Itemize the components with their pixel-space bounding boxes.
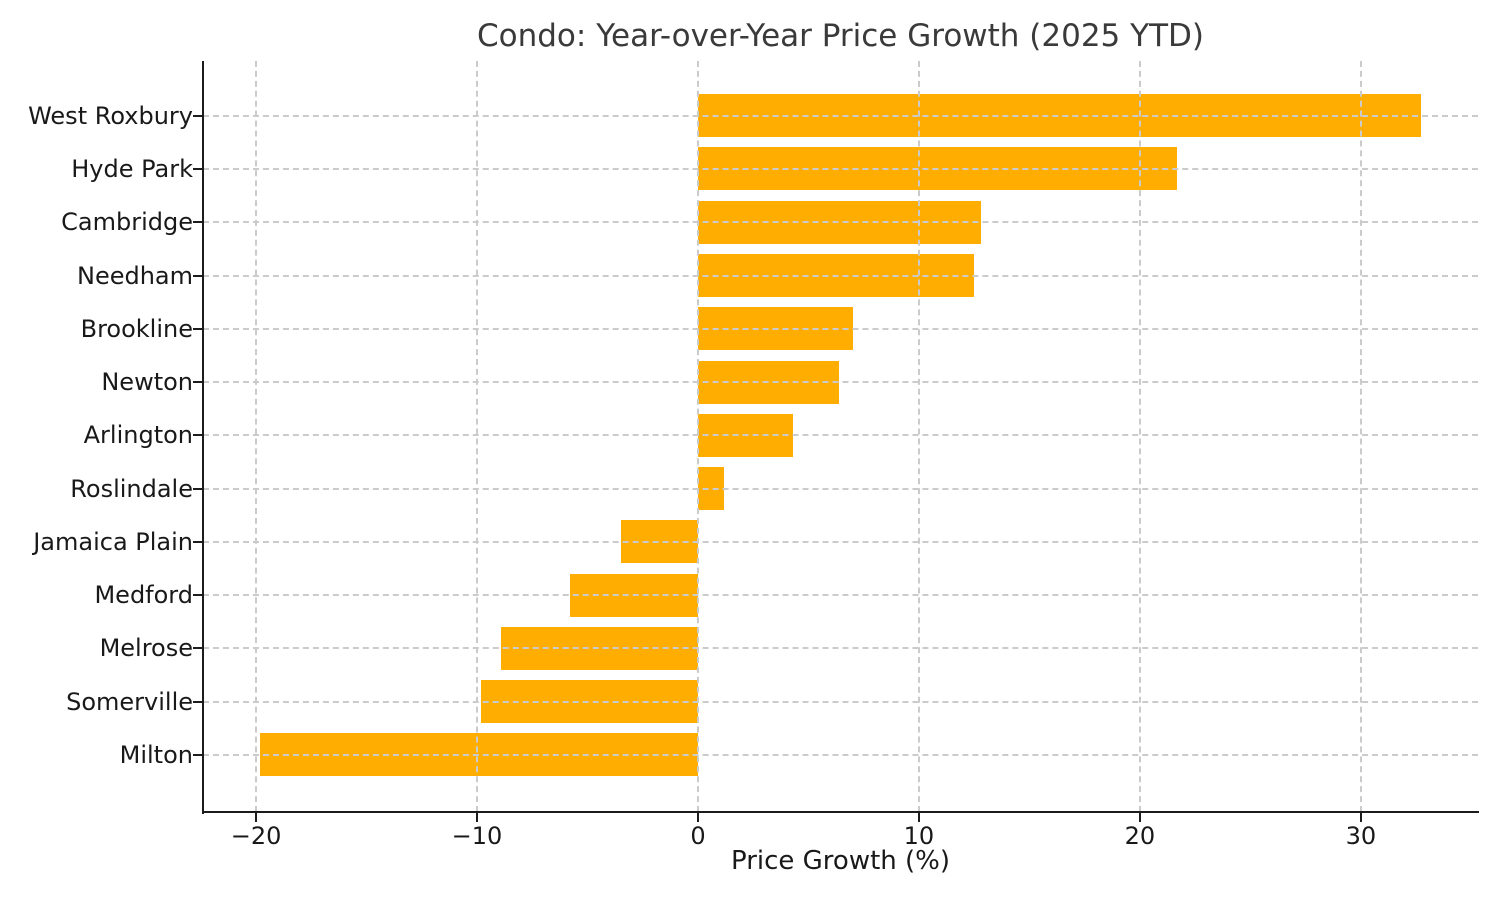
y-tick-mark: [193, 540, 202, 543]
x-tick-mark: [476, 813, 478, 822]
gridline-horizontal: [203, 594, 1478, 597]
gridline-vertical: [917, 61, 920, 812]
gridline-horizontal: [203, 167, 1478, 170]
y-tick-mark: [193, 274, 202, 277]
y-tick-mark: [193, 487, 202, 490]
y-tick-label-somerville: Somerville: [66, 687, 193, 716]
x-axis-spine: [202, 811, 1479, 813]
y-tick-label-hyde-park: Hyde Park: [71, 154, 193, 183]
gridline-vertical: [476, 61, 478, 812]
x-axis-label: Price Growth (%): [730, 846, 951, 876]
y-tick-mark: [193, 167, 202, 170]
x-tick-label: 20: [1124, 822, 1156, 850]
gridline-vertical: [1359, 61, 1362, 812]
x-tick-label: 0: [690, 822, 706, 850]
gridline-horizontal: [203, 487, 1478, 490]
y-tick-mark: [193, 753, 202, 756]
gridline-vertical: [696, 61, 699, 812]
x-tick-label: 30: [1345, 822, 1377, 850]
gridline-vertical: [255, 61, 258, 812]
gridline-horizontal: [203, 327, 1478, 330]
gridline-horizontal: [203, 381, 1478, 384]
gridline-horizontal: [203, 221, 1478, 224]
y-tick-mark: [193, 647, 202, 650]
x-tick-mark: [255, 813, 258, 822]
gridline-horizontal: [203, 274, 1478, 277]
x-tick-label: −20: [230, 822, 282, 850]
x-tick-mark: [1138, 813, 1141, 822]
gridline-horizontal: [203, 540, 1478, 543]
y-axis-spine: [202, 61, 204, 814]
y-tick-label-medford: Medford: [94, 581, 193, 610]
y-tick-label-melrose: Melrose: [99, 634, 193, 663]
y-tick-label-jamaica-plain: Jamaica Plain: [33, 527, 193, 556]
x-tick-mark: [1359, 813, 1362, 822]
gridline-horizontal: [203, 700, 1478, 703]
gridline-horizontal: [203, 753, 1478, 756]
y-tick-label-west-roxbury: West Roxbury: [28, 101, 193, 130]
chart-title: Condo: Year-over-Year Price Growth (2025…: [477, 18, 1204, 54]
y-tick-mark: [193, 221, 202, 224]
y-tick-label-needham: Needham: [76, 261, 193, 290]
y-tick-mark: [193, 381, 202, 384]
gridline-horizontal: [203, 114, 1478, 117]
gridline-horizontal: [203, 434, 1478, 437]
y-tick-label-milton: Milton: [119, 740, 193, 769]
y-tick-label-roslindale: Roslindale: [70, 474, 193, 503]
y-tick-mark: [193, 594, 202, 597]
gridline-vertical: [1138, 61, 1141, 812]
y-tick-label-cambridge: Cambridge: [61, 208, 193, 237]
y-tick-mark: [193, 700, 202, 703]
y-tick-mark: [193, 114, 202, 117]
gridline-horizontal: [203, 647, 1478, 650]
x-tick-mark: [696, 813, 699, 822]
y-tick-mark: [193, 327, 202, 330]
y-tick-mark: [193, 434, 202, 437]
x-tick-mark: [917, 813, 920, 822]
y-tick-label-brookline: Brookline: [80, 314, 193, 343]
x-tick-label: 10: [903, 822, 935, 850]
y-tick-label-newton: Newton: [101, 368, 193, 397]
x-tick-label: −10: [451, 822, 503, 850]
y-tick-label-arlington: Arlington: [83, 421, 193, 450]
